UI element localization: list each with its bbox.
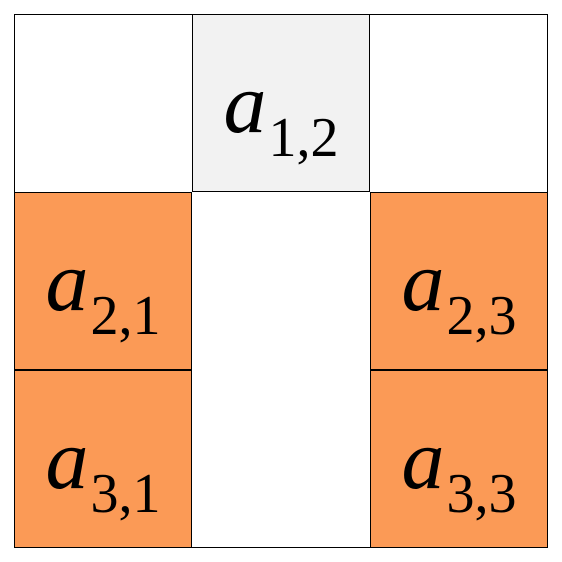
cell-1-2: a1,2: [192, 14, 370, 192]
cell-subscript: 2,1: [91, 288, 161, 344]
matrix-grid: a1,2a2,1a2,3a3,1a3,3: [14, 14, 548, 548]
cell-subscript: 3,1: [91, 466, 161, 522]
cell-2-3: a2,3: [370, 192, 548, 370]
cell-subscript: 3,3: [447, 466, 517, 522]
cell-var: a: [402, 238, 445, 324]
cell-1-1: [14, 14, 192, 192]
cell-subscript: 2,3: [447, 288, 517, 344]
cell-1-3: [370, 14, 548, 192]
cell-label: a3,1: [46, 416, 161, 502]
cell-2-2: [192, 192, 370, 370]
cell-label: a2,1: [46, 238, 161, 324]
cell-label: a2,3: [402, 238, 517, 324]
cell-var: a: [46, 416, 89, 502]
cell-3-2: [192, 370, 370, 548]
cell-2-1: a2,1: [14, 192, 192, 370]
cell-subscript: 1,2: [269, 110, 339, 166]
cell-var: a: [402, 416, 445, 502]
cell-label: a1,2: [224, 60, 339, 146]
cell-var: a: [224, 60, 267, 146]
cell-3-3: a3,3: [370, 370, 548, 548]
cell-label: a3,3: [402, 416, 517, 502]
cell-var: a: [46, 238, 89, 324]
cell-3-1: a3,1: [14, 370, 192, 548]
